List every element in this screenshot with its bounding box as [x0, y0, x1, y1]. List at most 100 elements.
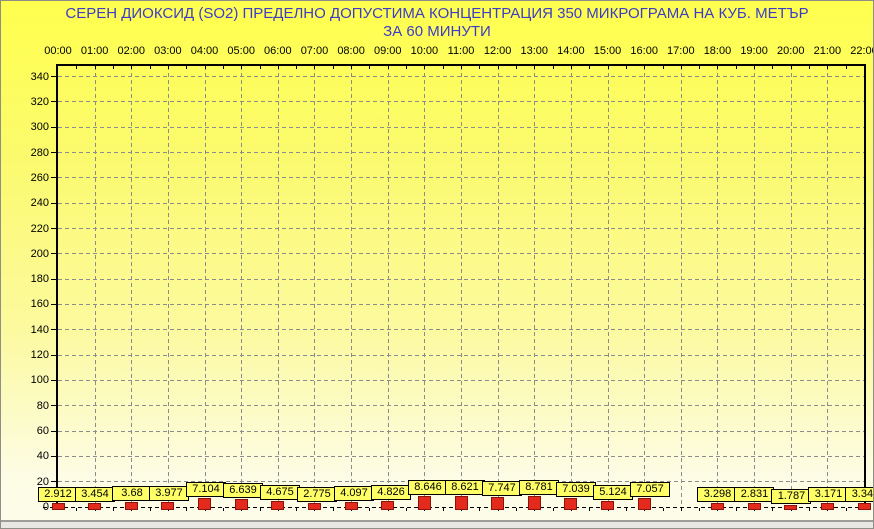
gridline-vertical [277, 66, 279, 507]
x-axis-tick-top [149, 66, 151, 69]
bar [747, 503, 761, 510]
value-label-box: 7.057 [630, 482, 670, 498]
y-axis-tick [51, 481, 56, 483]
x-axis-tick-top [754, 66, 756, 69]
bar [88, 502, 102, 510]
x-axis-tick-bottom [222, 508, 224, 511]
gridline-vertical [644, 66, 646, 507]
y-tick-label: 40 [36, 450, 49, 463]
value-label-box: 4.826 [371, 484, 411, 500]
gridline-vertical [717, 66, 719, 507]
x-axis-tick-top [222, 66, 224, 69]
gridline-vertical [534, 66, 536, 507]
x-axis-tick-bottom [259, 508, 261, 511]
x-axis-tick-bottom [406, 508, 408, 511]
gridline-vertical [94, 66, 96, 507]
y-axis-tick [51, 76, 56, 78]
x-axis-tick-top [809, 66, 811, 69]
x-tick-label: 10:00 [410, 45, 439, 57]
value-label-box: 1.787 [771, 488, 812, 504]
x-axis-tick-top [827, 66, 829, 69]
x-axis-tick-top [552, 66, 554, 69]
y-axis-tick [51, 177, 56, 179]
x-tick-label: 08:00 [337, 45, 365, 57]
chart-title-line1: СЕРЕН ДИОКСИД (SO2) ПРЕДЕЛНО ДОПУСТИМА К… [65, 5, 809, 22]
x-axis-tick-top [76, 66, 78, 69]
y-axis-tick [51, 126, 56, 128]
x-axis-tick-bottom [772, 508, 774, 511]
x-axis-tick-top [332, 66, 334, 69]
y-tick-label: 240 [30, 197, 49, 210]
x-axis-tick-bottom [699, 508, 701, 511]
value-label-box: 3.342 [845, 486, 873, 502]
y-axis-tick [51, 278, 56, 280]
y-axis-tick [51, 329, 56, 331]
x-tick-label: 04:00 [190, 45, 219, 57]
x-axis-tick-top [204, 66, 206, 69]
bar [198, 498, 212, 510]
value-label-box: 4.097 [334, 485, 374, 501]
bar [601, 500, 615, 510]
gridline-vertical [790, 66, 792, 507]
x-axis-tick-bottom [735, 508, 737, 511]
x-tick-label: 21:00 [813, 45, 842, 57]
bar [307, 503, 321, 510]
x-tick-label: 09:00 [373, 45, 402, 57]
x-axis-tick-top [534, 66, 536, 69]
x-axis-tick-top [277, 66, 279, 69]
x-axis-tick-top [424, 66, 426, 69]
x-axis-tick-bottom [625, 508, 627, 511]
bar [710, 502, 724, 510]
y-axis-tick [51, 455, 56, 457]
x-axis-tick-bottom [589, 508, 591, 511]
y-tick-label: 60 [36, 425, 49, 438]
x-axis-tick-top [497, 66, 499, 69]
y-tick-label: 0 [1, 501, 49, 513]
gridline-vertical [607, 66, 609, 507]
x-tick-label: 05:00 [227, 45, 255, 57]
x-axis-tick-top [790, 66, 792, 69]
window-bottom-edge [1, 520, 873, 528]
y-tick-label: 100 [30, 374, 49, 387]
x-axis-tick-bottom [845, 508, 847, 511]
x-tick-label: 13:00 [520, 45, 549, 57]
x-axis-tick-top [369, 66, 371, 69]
y-axis-line [56, 64, 58, 507]
bar [234, 498, 248, 510]
x-axis-tick-bottom [552, 508, 554, 511]
y-tick-label: 340 [30, 70, 49, 83]
x-axis-tick-top [607, 66, 609, 69]
value-label-box: 8.781 [519, 479, 559, 495]
value-label-box: 4.675 [260, 485, 300, 501]
x-tick-label: 07:00 [300, 45, 329, 57]
bar [271, 501, 285, 510]
x-axis-tick-top [442, 66, 444, 69]
x-axis-tick-top [387, 66, 389, 69]
x-tick-label: 17:00 [667, 45, 695, 57]
x-tick-label: 16:00 [630, 45, 658, 57]
gridline-vertical [314, 66, 316, 507]
x-axis-tick-bottom [515, 508, 517, 511]
bar [784, 504, 798, 510]
bar [344, 501, 358, 510]
x-tick-label: 03:00 [154, 45, 182, 57]
gridline-vertical [351, 66, 353, 507]
x-axis-tick-bottom [662, 508, 664, 511]
bar [820, 502, 834, 510]
x-tick-label: 20:00 [776, 45, 805, 57]
x-axis-tick-top [625, 66, 627, 69]
x-axis-tick-bottom [680, 508, 682, 511]
y-axis-tick [51, 379, 56, 381]
y-tick-label: 20 [36, 475, 49, 488]
gridline-vertical [680, 66, 682, 507]
chart-title-line2: ЗА 60 МИНУТИ [383, 23, 491, 40]
gridline-vertical [241, 66, 243, 507]
x-tick-label: 02:00 [117, 45, 146, 57]
y-axis-tick [51, 405, 56, 407]
x-tick-label: 06:00 [264, 45, 292, 57]
x-tick-label: 12:00 [483, 45, 512, 57]
x-tick-label: 00:00 [44, 45, 72, 57]
bar [564, 498, 578, 510]
bar [857, 502, 871, 510]
